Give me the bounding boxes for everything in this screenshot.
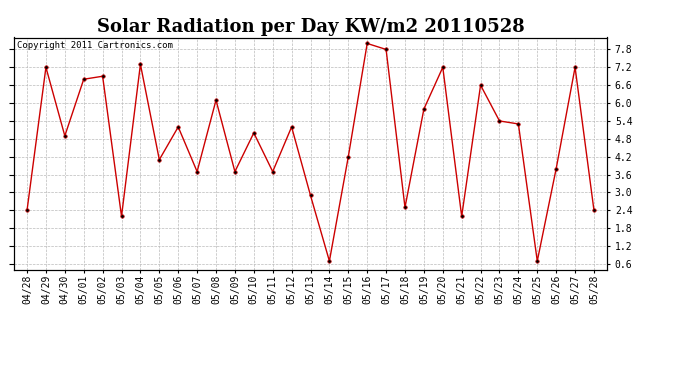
Text: Copyright 2011 Cartronics.com: Copyright 2011 Cartronics.com — [17, 41, 172, 50]
Title: Solar Radiation per Day KW/m2 20110528: Solar Radiation per Day KW/m2 20110528 — [97, 18, 524, 36]
